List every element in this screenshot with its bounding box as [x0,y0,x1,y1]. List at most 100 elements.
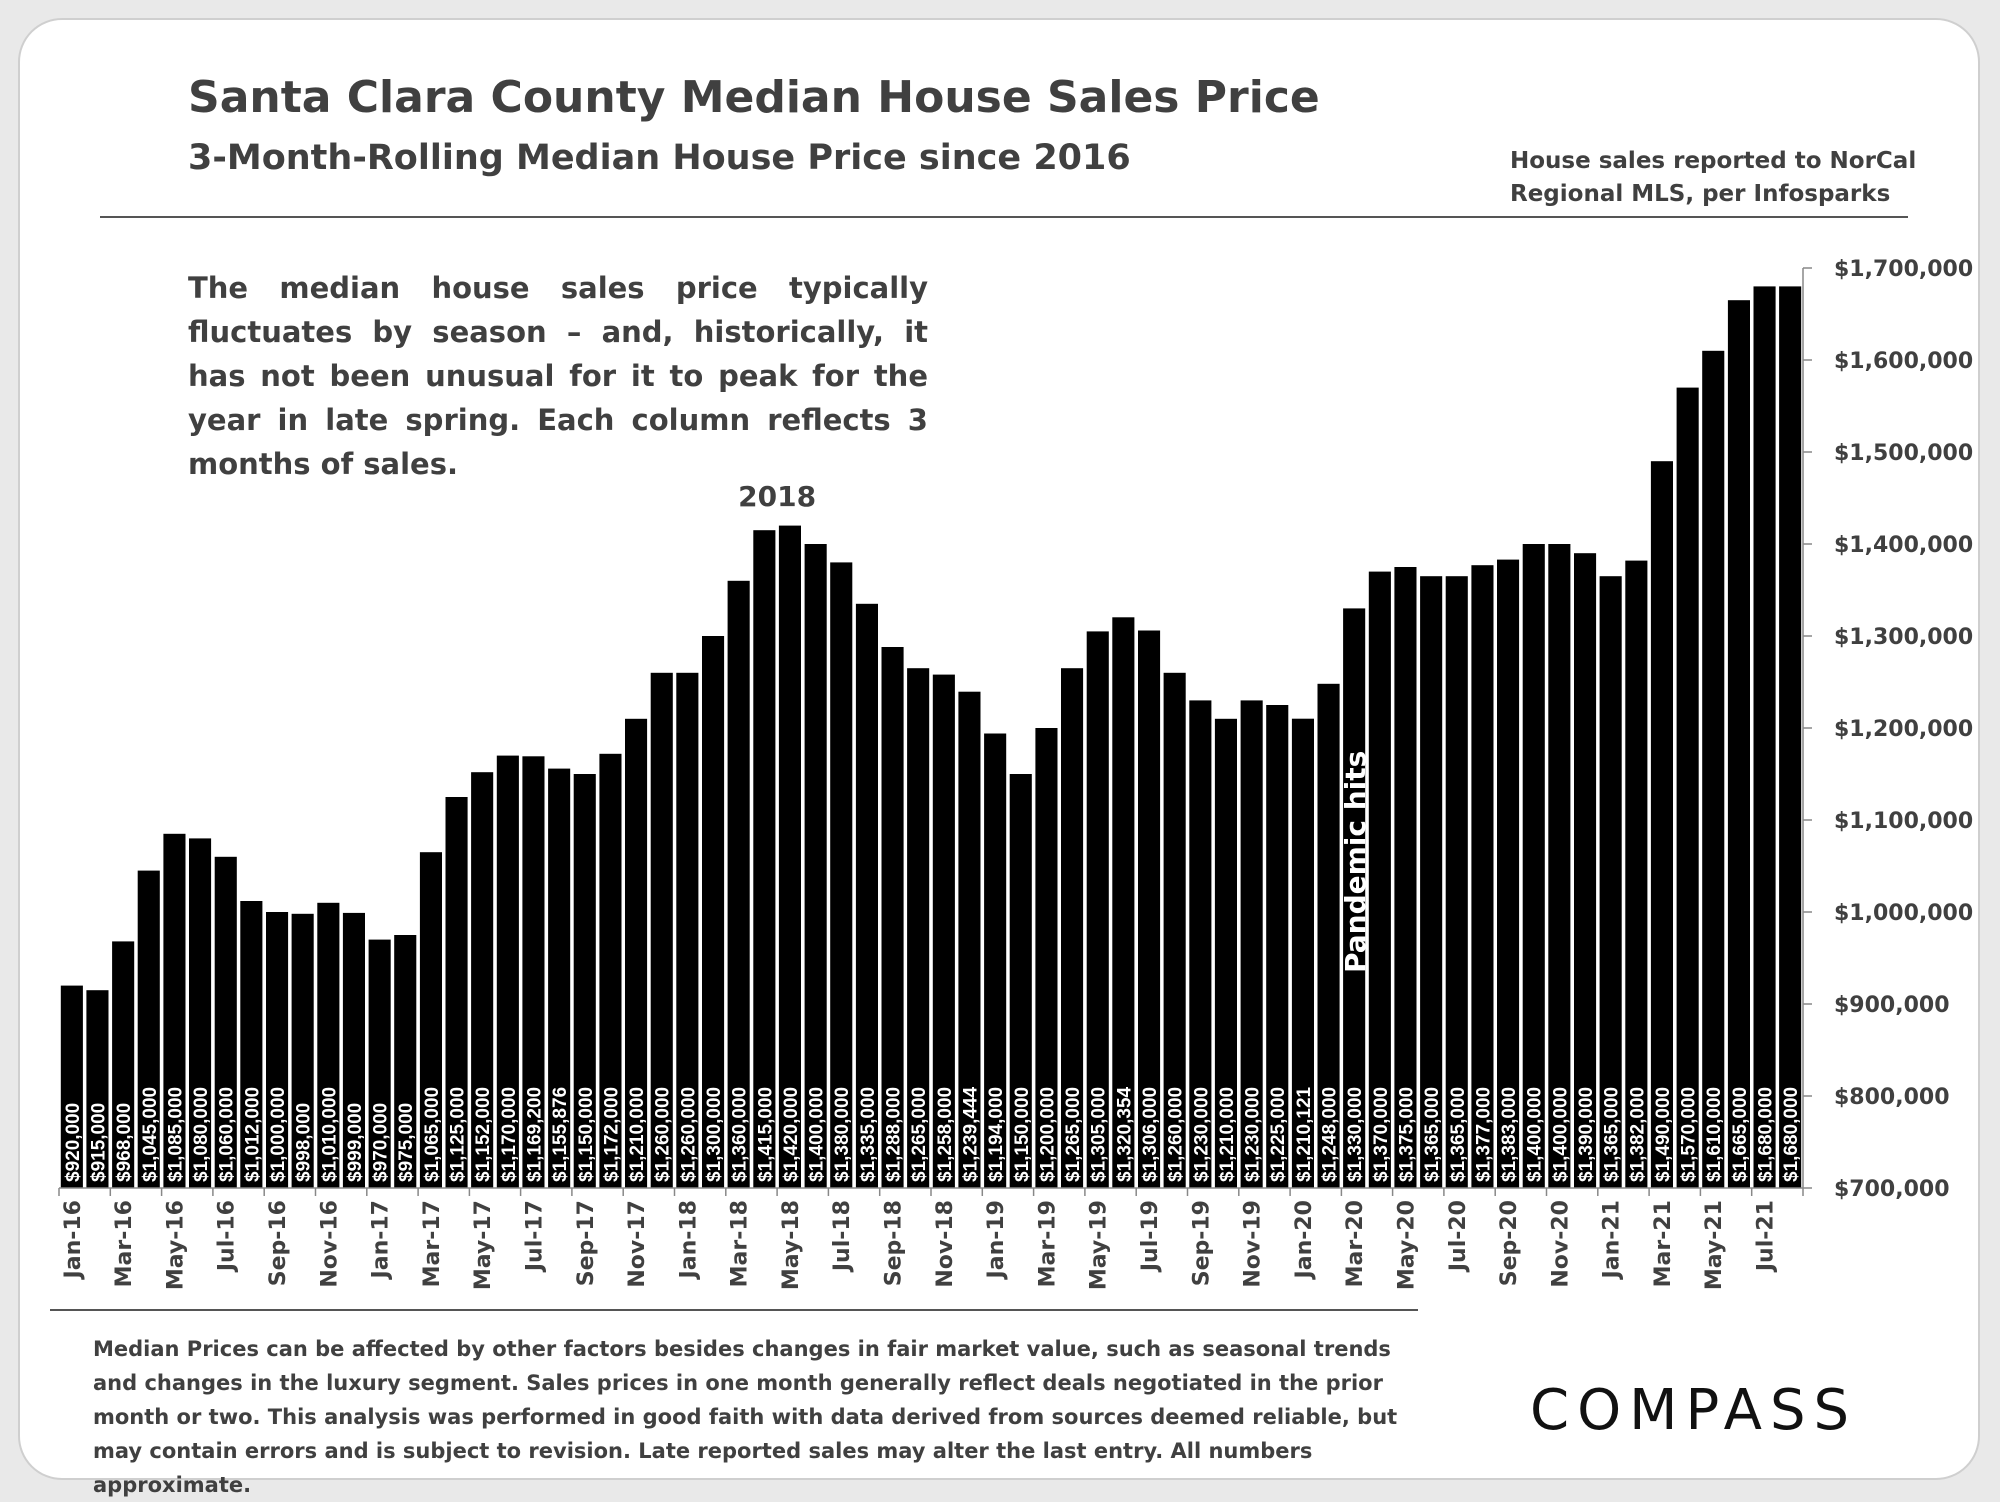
bar-value-label: $1,010,000 [319,1087,340,1182]
y-tick-label: $1,300,000 [1834,625,1973,650]
bar-value-label: $970,000 [371,1103,392,1182]
x-tick-label: May-16 [163,1200,188,1290]
y-tick-label: $700,000 [1834,1177,1950,1202]
bar-value-label: $1,400,000 [807,1087,828,1182]
x-tick-label: May-19 [1087,1200,1112,1290]
bar-Jun-18 [804,544,827,1188]
x-tick-label: Nov-20 [1548,1200,1573,1288]
bar-value-label: $1,400,000 [1525,1087,1546,1182]
bar-Aug-21 [1779,286,1802,1188]
x-tick-label: Nov-16 [317,1200,342,1288]
bar-Jan-16 [60,985,83,1188]
bar-Feb-20 [1317,683,1340,1188]
bar-value-label: $1,080,000 [191,1087,212,1182]
bar-Mar-18 [727,580,750,1188]
y-tick-label: $1,400,000 [1834,533,1973,558]
bar-Oct-16 [291,913,314,1188]
bar-Jan-20 [1291,718,1314,1188]
bar-value-label: $1,000,000 [268,1087,289,1182]
x-tick-label: Jan-19 [984,1200,1009,1280]
bar-value-label: $1,360,000 [730,1087,751,1182]
bar-value-label: $1,320,354 [1114,1086,1135,1182]
bar-Mar-16 [112,941,135,1188]
annotations-group: 2018 Pandemic hits [738,480,1372,973]
bar-value-label: $1,330,000 [1345,1087,1366,1182]
bar-value-label: $1,306,000 [1140,1087,1161,1182]
bar-May-19 [1086,631,1109,1188]
bar-value-label: $1,239,444 [961,1086,982,1182]
bar-value-label: $1,125,000 [448,1087,469,1182]
bar-value-label: $1,150,000 [1012,1087,1033,1182]
bar-Apr-21 [1676,387,1699,1189]
y-tick-label: $800,000 [1834,1085,1950,1110]
bar-value-label: $1,380,000 [832,1087,853,1182]
x-tick-label: Sep-18 [882,1200,907,1286]
bar-Oct-17 [599,753,622,1188]
footnote: Median Prices can be affected by other f… [93,1337,1398,1497]
x-tick-label: Mar-18 [728,1200,753,1287]
x-tick-label: Jan-16 [61,1200,86,1280]
bar-Apr-16 [137,870,160,1188]
bar-Jun-21 [1727,300,1750,1188]
bar-value-label: $1,260,000 [653,1087,674,1182]
bar-value-label: $1,415,000 [755,1087,776,1182]
bar-value-label: $1,065,000 [422,1087,443,1182]
y-tick-label: $1,600,000 [1834,349,1973,374]
bar-Apr-20 [1368,571,1391,1188]
bar-Apr-18 [753,530,776,1188]
source-line-2: Regional MLS, per Infosparks [1510,181,1891,207]
x-tick-label: Mar-21 [1651,1200,1676,1287]
bar-value-label: $1,420,000 [781,1087,802,1182]
bar-Aug-17 [548,768,571,1188]
bar-Sep-20 [1497,559,1520,1188]
bar-Jul-16 [214,856,237,1188]
bar-Apr-19 [1061,668,1084,1188]
bar-Sep-17 [573,774,596,1188]
x-tick-label: Jul-16 [215,1200,240,1273]
bar-Jun-17 [496,755,519,1188]
bar-value-label: $1,365,000 [1422,1087,1443,1182]
bar-Feb-17 [394,935,417,1188]
x-tick-label: May-17 [471,1200,496,1290]
x-tick-label: Jan-18 [676,1200,701,1280]
bar-Jul-20 [1445,576,1468,1188]
x-tick-label: Sep-20 [1497,1200,1522,1286]
bar-value-label: $1,210,121 [1294,1086,1315,1182]
bar-value-label: $1,230,000 [1191,1087,1212,1182]
x-tick-label: Jul-18 [830,1200,855,1273]
bar-value-label: $1,265,000 [1063,1087,1084,1182]
bar-value-label: $1,260,000 [678,1087,699,1182]
bar-Jun-16 [189,838,212,1188]
bar-value-label: $1,680,000 [1781,1087,1802,1182]
bar-Feb-18 [702,636,725,1188]
chart-description: The median house sales price typically f… [188,271,928,481]
bar-value-label: $1,155,876 [550,1087,571,1182]
bar-Feb-21 [1625,560,1648,1188]
x-tick-label: May-18 [779,1200,804,1290]
bar-Jan-19 [984,733,1007,1188]
x-tick-label: Jul-19 [1138,1200,1163,1273]
bar-Jan-18 [676,672,699,1188]
bar-Nov-16 [317,902,340,1188]
bar-Mar-20 [1343,608,1366,1188]
bar-Jul-19 [1138,630,1161,1188]
bar-value-label: $1,665,000 [1730,1087,1751,1182]
bar-value-label: $999,000 [345,1103,366,1182]
bar-labels-group: $920,000 $915,000 $968,000 $1,045,000 $1,085… [63,1086,1802,1182]
bar-Dec-20 [1574,553,1597,1188]
bar-Jan-21 [1599,576,1622,1188]
bar-Dec-19 [1266,705,1289,1188]
x-tick-label: Nov-17 [625,1200,650,1288]
x-tick-label: Mar-20 [1343,1200,1368,1287]
bar-Mar-19 [1035,728,1058,1188]
bar-value-label: $1,045,000 [140,1087,161,1182]
bars-group [60,286,1802,1189]
bar-value-label: $1,169,200 [525,1087,546,1182]
bar-value-label: $1,377,000 [1473,1087,1494,1182]
chart-title: Santa Clara County Median House Sales Pr… [188,72,1320,123]
bar-value-label: $1,012,000 [242,1087,263,1182]
bar-Sep-18 [881,647,904,1188]
bar-May-16 [163,833,186,1188]
x-tick-label: Jul-20 [1446,1200,1471,1273]
bar-Aug-16 [240,901,263,1188]
